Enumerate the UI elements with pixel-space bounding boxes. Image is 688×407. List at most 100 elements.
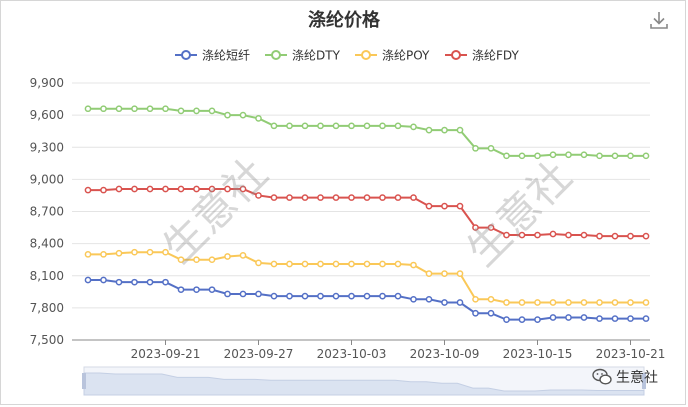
data-point[interactable] xyxy=(363,292,371,300)
data-point[interactable] xyxy=(379,260,386,268)
data-point[interactable] xyxy=(84,105,92,113)
data-point[interactable] xyxy=(503,299,510,306)
data-point[interactable] xyxy=(84,250,92,258)
data-point[interactable] xyxy=(301,122,309,130)
data-point[interactable] xyxy=(611,299,619,306)
data-point[interactable] xyxy=(239,111,247,119)
data-point[interactable] xyxy=(441,270,448,277)
data-point[interactable] xyxy=(84,186,92,194)
data-point[interactable] xyxy=(270,122,278,130)
data-point[interactable] xyxy=(503,231,510,239)
data-point[interactable] xyxy=(503,152,510,160)
data-point[interactable] xyxy=(518,231,526,239)
data-point[interactable] xyxy=(425,295,433,303)
data-point[interactable] xyxy=(580,299,588,306)
data-point[interactable] xyxy=(348,122,355,130)
data-point[interactable] xyxy=(162,105,169,113)
data-point[interactable] xyxy=(301,194,309,201)
data-point[interactable] xyxy=(332,260,340,268)
data-point[interactable] xyxy=(146,105,154,113)
data-point[interactable] xyxy=(208,286,216,294)
data-point[interactable] xyxy=(518,152,526,160)
data-point[interactable] xyxy=(472,295,479,303)
data-point[interactable] xyxy=(534,231,541,239)
data-point[interactable] xyxy=(549,299,557,306)
data-point[interactable] xyxy=(286,260,293,268)
data-point[interactable] xyxy=(472,224,479,231)
data-point[interactable] xyxy=(441,126,448,134)
data-point[interactable] xyxy=(627,232,634,240)
data-point[interactable] xyxy=(115,105,123,113)
data-point[interactable] xyxy=(410,123,417,131)
data-point[interactable] xyxy=(580,231,588,239)
data-point[interactable] xyxy=(317,194,324,201)
data-point[interactable] xyxy=(270,194,278,201)
data-point[interactable] xyxy=(193,107,200,115)
data-point[interactable] xyxy=(100,276,107,284)
data-point[interactable] xyxy=(255,290,262,298)
data-point[interactable] xyxy=(503,316,510,324)
data-point[interactable] xyxy=(379,194,386,201)
zoom-handle-right[interactable] xyxy=(642,373,646,389)
data-point[interactable] xyxy=(410,261,417,269)
download-icon[interactable] xyxy=(649,10,669,30)
data-point[interactable] xyxy=(224,185,231,193)
data-point[interactable] xyxy=(177,185,185,193)
data-point[interactable] xyxy=(456,270,464,277)
data-point[interactable] xyxy=(518,316,526,324)
data-point[interactable] xyxy=(394,122,402,130)
data-point[interactable] xyxy=(131,185,138,193)
data-point[interactable] xyxy=(115,185,123,193)
data-point[interactable] xyxy=(518,299,526,306)
data-point[interactable] xyxy=(472,144,479,152)
data-point[interactable] xyxy=(394,194,402,201)
data-point[interactable] xyxy=(332,292,340,300)
data-point[interactable] xyxy=(193,256,200,264)
data-point[interactable] xyxy=(487,224,495,231)
data-point[interactable] xyxy=(286,292,293,300)
data-point[interactable] xyxy=(611,315,619,322)
data-point[interactable] xyxy=(239,185,247,193)
data-point[interactable] xyxy=(456,126,464,134)
data-point[interactable] xyxy=(565,299,572,306)
data-point[interactable] xyxy=(100,105,107,113)
data-point[interactable] xyxy=(177,286,185,294)
data-point[interactable] xyxy=(549,230,557,238)
data-point[interactable] xyxy=(131,105,138,113)
data-point[interactable] xyxy=(239,252,247,259)
data-point[interactable] xyxy=(224,290,231,298)
data-point[interactable] xyxy=(100,250,107,258)
data-point[interactable] xyxy=(131,248,138,256)
data-point[interactable] xyxy=(286,122,293,130)
data-point[interactable] xyxy=(348,260,355,268)
data-point[interactable] xyxy=(627,299,634,306)
data-point[interactable] xyxy=(208,256,216,264)
data-point[interactable] xyxy=(348,194,355,201)
data-point[interactable] xyxy=(270,260,278,268)
data-point[interactable] xyxy=(146,185,154,193)
legend-item-3[interactable]: 涤纶FDY xyxy=(445,49,519,63)
data-point[interactable] xyxy=(146,278,154,286)
data-point[interactable] xyxy=(627,152,634,160)
data-point[interactable] xyxy=(146,248,154,256)
data-point[interactable] xyxy=(84,276,92,284)
legend-item-1[interactable]: 涤纶DTY xyxy=(265,49,341,63)
data-point[interactable] xyxy=(363,122,371,130)
data-point[interactable] xyxy=(472,309,479,317)
data-point[interactable] xyxy=(348,292,355,300)
data-point[interactable] xyxy=(363,260,371,268)
data-point[interactable] xyxy=(379,122,386,130)
data-point[interactable] xyxy=(255,192,262,199)
data-point[interactable] xyxy=(115,249,123,257)
data-point[interactable] xyxy=(410,295,417,303)
data-point[interactable] xyxy=(208,185,216,193)
data-point[interactable] xyxy=(565,151,572,159)
data-point[interactable] xyxy=(580,151,588,159)
data-point[interactable] xyxy=(441,299,448,306)
data-point[interactable] xyxy=(534,316,541,324)
data-point[interactable] xyxy=(255,259,262,267)
data-point[interactable] xyxy=(456,299,464,306)
data-point[interactable] xyxy=(131,278,138,286)
data-point[interactable] xyxy=(534,299,541,306)
data-point[interactable] xyxy=(642,299,650,306)
